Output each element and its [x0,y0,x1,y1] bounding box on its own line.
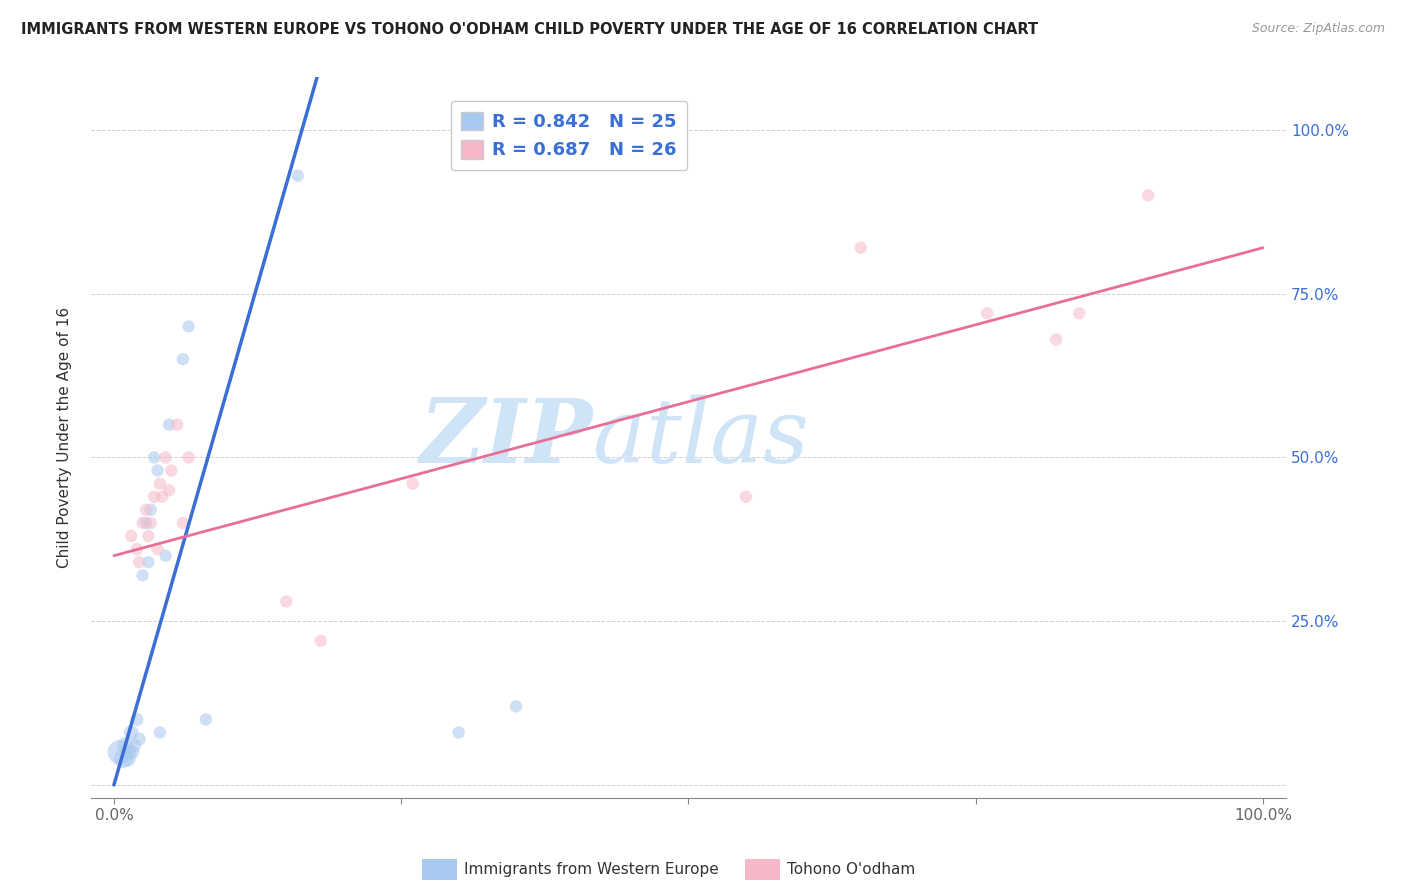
Point [447,725,470,739]
Point [849,241,872,255]
Point [120,725,142,739]
Point [135,503,157,517]
Point [138,529,160,543]
Point [112,752,135,766]
Point [149,725,172,739]
Point [735,490,758,504]
Text: IMMIGRANTS FROM WESTERN EUROPE VS TOHONO O'ODHAM CHILD POVERTY UNDER THE AGE OF : IMMIGRANTS FROM WESTERN EUROPE VS TOHONO… [21,22,1038,37]
Point [172,352,194,367]
Point [128,555,150,569]
Point [143,490,166,504]
Point [138,555,160,569]
Text: ZIP: ZIP [419,394,593,481]
Point [1045,333,1067,347]
Point [155,450,177,465]
Point [150,490,173,504]
Legend: R = 0.842   N = 25, R = 0.687   N = 26: R = 0.842 N = 25, R = 0.687 N = 26 [450,101,688,170]
Point [276,594,298,608]
Point [139,516,162,530]
Point [118,745,141,759]
Point [505,699,527,714]
Point [172,516,194,530]
Point [125,542,148,557]
Point [146,463,169,477]
Point [177,450,200,465]
Point [976,306,998,320]
Point [135,516,157,530]
Point [146,542,169,557]
Point [309,633,332,648]
Point [1069,306,1091,320]
Point [121,745,143,759]
Point [117,752,139,766]
Point [131,516,153,530]
Point [108,745,131,759]
Point [1137,188,1160,202]
Point [194,713,217,727]
Y-axis label: Child Poverty Under the Age of 16: Child Poverty Under the Age of 16 [58,307,72,568]
Point [160,463,183,477]
Point [155,549,177,563]
Text: Immigrants from Western Europe: Immigrants from Western Europe [464,863,718,877]
Text: Source: ZipAtlas.com: Source: ZipAtlas.com [1251,22,1385,36]
Point [125,713,148,727]
Point [139,503,162,517]
Point [402,476,425,491]
Point [128,732,150,747]
Point [157,417,180,432]
Point [124,739,146,753]
Point [149,476,172,491]
Text: atlas: atlas [593,394,808,481]
Point [166,417,188,432]
Text: Tohono O'odham: Tohono O'odham [787,863,915,877]
Point [114,739,136,753]
Point [131,568,153,582]
Point [177,319,200,334]
Point [287,169,309,183]
Point [157,483,180,498]
Point [120,529,142,543]
Point [143,450,166,465]
